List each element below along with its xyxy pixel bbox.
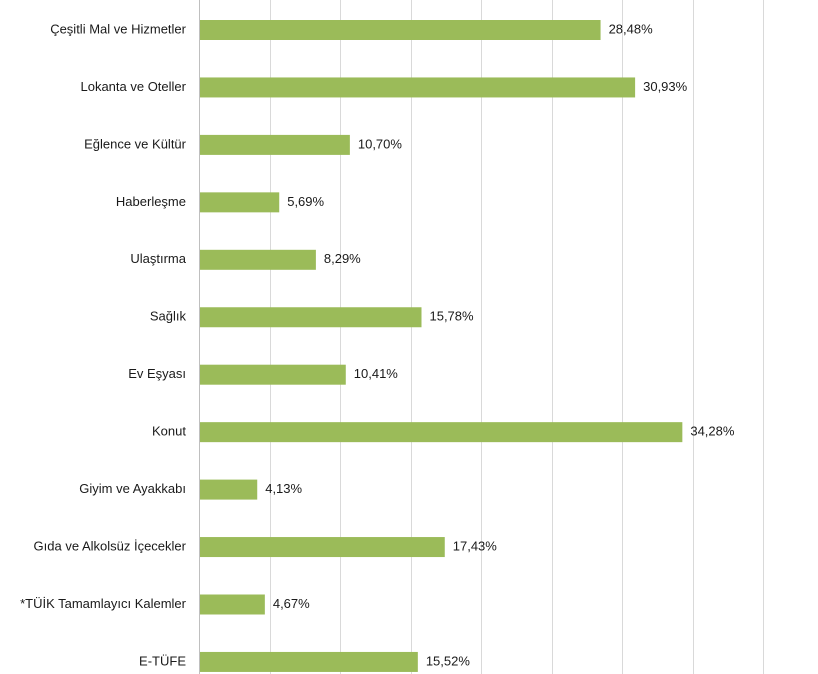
category-label: Sağlık [150, 309, 187, 324]
bar [200, 307, 422, 328]
data-label: 17,43% [453, 538, 498, 553]
bar [200, 249, 316, 270]
bar [200, 651, 418, 672]
grid-lines [199, 0, 764, 674]
data-label: 4,13% [265, 481, 302, 496]
category-label: *TÜİK Tamamlayıcı Kalemler [20, 596, 187, 611]
category-label: Çeşitli Mal ve Hizmetler [50, 21, 186, 36]
data-label: 10,70% [358, 136, 403, 151]
category-labels: Çeşitli Mal ve Hizmetler Lokanta ve Otell… [20, 21, 187, 668]
data-label: 10,41% [354, 366, 399, 381]
category-label: Giyim ve Ayakkabı [79, 481, 186, 496]
bar [200, 537, 445, 558]
bar [200, 20, 601, 40]
category-label: Eğlence ve Kültür [84, 136, 187, 151]
data-label: 5,69% [287, 194, 324, 209]
data-label: 30,93% [643, 79, 688, 94]
bar [200, 77, 636, 98]
bars [200, 20, 683, 672]
category-label: Lokanta ve Oteller [80, 79, 186, 94]
category-label: E-TÜFE [139, 653, 186, 668]
category-label: Haberleşme [116, 194, 186, 209]
bar [200, 134, 350, 155]
bar [200, 594, 265, 615]
category-label: Gıda ve Alkolsüz İçecekler [34, 538, 187, 553]
data-label: 15,52% [426, 653, 471, 668]
data-label: 15,78% [429, 309, 474, 324]
category-label: Konut [152, 424, 186, 439]
bar [200, 422, 683, 443]
category-label: Ulaştırma [130, 251, 186, 266]
bar [200, 192, 280, 213]
value-labels: 28,48% 30,93% 10,70% 5,69% 8,29% 15,78% 10,41%… [265, 21, 735, 668]
data-label: 4,67% [273, 596, 310, 611]
data-label: 34,28% [690, 424, 735, 439]
bar [200, 364, 346, 385]
data-label: 28,48% [609, 21, 654, 36]
bar [200, 479, 258, 500]
data-label: 8,29% [324, 251, 361, 266]
category-label: Ev Eşyası [128, 366, 186, 381]
